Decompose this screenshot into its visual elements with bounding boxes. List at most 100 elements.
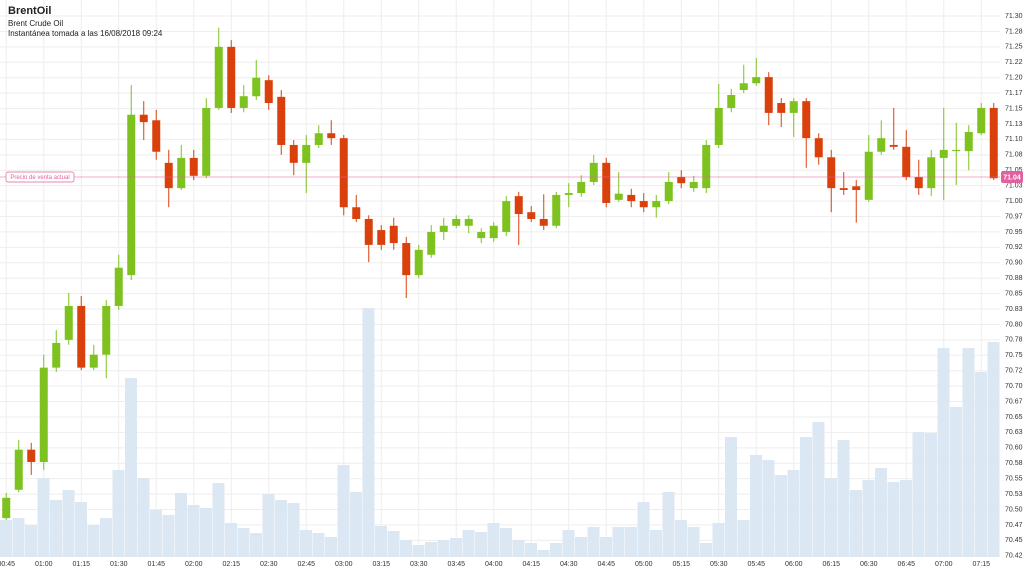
- x-tick-label: 01:00: [35, 561, 53, 568]
- volume-bar: [0, 520, 12, 557]
- volume-bar: [425, 542, 437, 557]
- x-tick-label: 04:45: [597, 561, 615, 568]
- y-tick-label: 70.83: [1005, 306, 1023, 313]
- volume-bar: [862, 480, 875, 557]
- volume-bar: [437, 540, 450, 557]
- candle-body: [89, 354, 98, 368]
- volume-bar: [912, 432, 925, 557]
- candle-body: [327, 133, 336, 139]
- candle-body: [489, 225, 498, 239]
- candle-body: [677, 177, 686, 184]
- x-tick-label: 03:30: [410, 561, 428, 568]
- candle-body: [439, 225, 448, 232]
- volume-bar: [500, 528, 512, 557]
- volume-bar: [612, 527, 625, 557]
- volume-bar: [937, 348, 950, 557]
- x-tick-label: 02:30: [260, 561, 278, 568]
- candle-body: [814, 138, 823, 158]
- volume-bar: [762, 460, 775, 557]
- volume-bar: [725, 437, 737, 557]
- candle-body: [502, 201, 511, 232]
- candle-body: [114, 267, 123, 306]
- candle-body: [427, 231, 436, 255]
- candle-body: [264, 80, 273, 104]
- volume-bar: [337, 465, 350, 557]
- candle-body: [77, 305, 86, 368]
- y-tick-label: 71.08: [1005, 152, 1023, 159]
- candle-body: [964, 132, 973, 152]
- x-tick-label: 03:15: [372, 561, 390, 568]
- volume-bar: [712, 523, 725, 557]
- candle-body: [977, 107, 986, 134]
- volume-bar: [25, 525, 37, 557]
- candle-body: [952, 149, 961, 152]
- candle-body: [64, 305, 73, 340]
- candle-body: [39, 367, 48, 463]
- candle-body: [164, 162, 173, 189]
- current-price-tag: Precio de venta actual: [10, 175, 69, 181]
- x-tick-label: 01:45: [147, 561, 165, 568]
- volume-bar: [150, 510, 162, 557]
- volume-bar: [787, 470, 800, 557]
- candle-body: [589, 162, 598, 182]
- x-tick-label: 05:00: [635, 561, 653, 568]
- candle-body: [914, 177, 923, 189]
- candle-body: [927, 157, 936, 189]
- volume-bar: [650, 530, 662, 557]
- candle-body: [802, 101, 811, 139]
- y-tick-label: 71.22: [1005, 59, 1023, 66]
- volume-bar: [325, 537, 337, 557]
- volume-bar: [387, 531, 400, 557]
- volume-bar: [75, 502, 87, 557]
- candle-body: [939, 149, 948, 158]
- candle-body: [2, 497, 11, 519]
- x-tick-label: 02:15: [222, 561, 240, 568]
- candle-body: [777, 103, 786, 113]
- candle-body: [177, 157, 186, 189]
- current-price-tag-box: [5, 171, 75, 183]
- candle-body: [827, 157, 836, 189]
- volume-bar: [812, 422, 825, 557]
- x-tick-label: 05:30: [710, 561, 728, 568]
- current-price-value-box: [1001, 171, 1023, 184]
- y-tick-label: 71.00: [1005, 198, 1023, 205]
- candle-body: [989, 107, 998, 179]
- volume-bar: [850, 490, 862, 557]
- y-tick-label: 70.60: [1005, 445, 1023, 452]
- volume-bar: [37, 478, 50, 557]
- candle-body: [664, 181, 673, 202]
- volume-bar: [300, 530, 312, 557]
- y-tick-label: 70.70: [1005, 383, 1023, 390]
- candle-body: [902, 146, 911, 178]
- x-tick-label: 01:30: [110, 561, 128, 568]
- volume-bar: [375, 526, 387, 557]
- y-tick-label: 70.65: [1005, 414, 1023, 421]
- y-tick-label: 70.72: [1005, 368, 1023, 375]
- candle-body: [577, 181, 586, 194]
- x-tick-label: 05:15: [672, 561, 690, 568]
- candle-body: [714, 107, 723, 145]
- volume-bar: [825, 478, 837, 557]
- candle-body: [289, 144, 298, 163]
- y-tick-label: 70.58: [1005, 460, 1023, 467]
- candle-body: [339, 138, 348, 208]
- volume-bar: [262, 494, 275, 557]
- volume-bar: [487, 523, 500, 557]
- y-tick-label: 70.63: [1005, 429, 1023, 436]
- volume-bar: [600, 537, 612, 557]
- volume-bar: [162, 515, 175, 557]
- candle-body: [514, 196, 523, 215]
- volume-bar: [137, 478, 150, 557]
- volume-bar: [100, 518, 112, 557]
- x-tick-label: 04:15: [522, 561, 540, 568]
- candle-body: [102, 305, 111, 355]
- candle-body: [239, 96, 248, 108]
- candle-body: [564, 193, 573, 195]
- x-tick-label: 02:45: [297, 561, 315, 568]
- y-tick-label: 71.25: [1005, 44, 1023, 51]
- volume-bar: [662, 492, 675, 557]
- candle-body: [889, 144, 898, 147]
- candle-body: [414, 249, 423, 276]
- volume-bar: [750, 455, 762, 557]
